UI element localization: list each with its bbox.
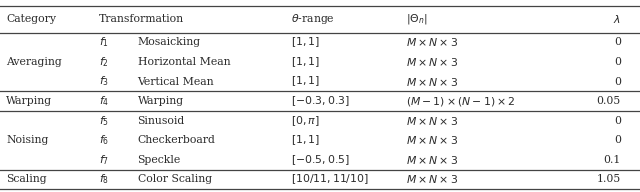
Text: Checkerboard: Checkerboard: [138, 135, 216, 145]
Text: $(M-1) \times (N-1) \times 2$: $(M-1) \times (N-1) \times 2$: [406, 95, 516, 108]
Text: $M \times N \times 3$: $M \times N \times 3$: [406, 173, 459, 185]
Text: 1.05: 1.05: [596, 174, 621, 184]
Text: Warping: Warping: [138, 96, 184, 106]
Text: Noising: Noising: [6, 135, 49, 145]
Text: $M \times N \times 3$: $M \times N \times 3$: [406, 154, 459, 166]
Text: 0: 0: [614, 135, 621, 145]
Text: $M \times N \times 3$: $M \times N \times 3$: [406, 115, 459, 127]
Text: $|\Theta_n|$: $|\Theta_n|$: [406, 12, 428, 26]
Text: $M \times N \times 3$: $M \times N \times 3$: [406, 75, 459, 88]
Text: 0.1: 0.1: [604, 155, 621, 165]
Text: Scaling: Scaling: [6, 174, 47, 184]
Text: $\lambda$: $\lambda$: [613, 13, 621, 25]
Text: Sinusoid: Sinusoid: [138, 116, 185, 126]
Text: $[-0.3, 0.3]$: $[-0.3, 0.3]$: [291, 94, 350, 108]
Text: $M \times N \times 3$: $M \times N \times 3$: [406, 134, 459, 146]
Text: $\theta$-range: $\theta$-range: [291, 12, 335, 26]
Text: Warping: Warping: [6, 96, 52, 106]
Text: 0: 0: [614, 37, 621, 47]
Text: $f_7$: $f_7$: [99, 153, 109, 167]
Text: 0.05: 0.05: [596, 96, 621, 106]
Text: $[10/11, 11/10]$: $[10/11, 11/10]$: [291, 172, 369, 186]
Text: $[1, 1]$: $[1, 1]$: [291, 133, 320, 147]
Text: $[1, 1]$: $[1, 1]$: [291, 75, 320, 89]
Text: $[0, \pi]$: $[0, \pi]$: [291, 114, 320, 127]
Text: $[1, 1]$: $[1, 1]$: [291, 55, 320, 69]
Text: Mosaicking: Mosaicking: [138, 37, 201, 47]
Text: 0: 0: [614, 77, 621, 87]
Text: $f_1$: $f_1$: [99, 36, 109, 49]
Text: Color Scaling: Color Scaling: [138, 174, 212, 184]
Text: $f_2$: $f_2$: [99, 55, 109, 69]
Text: $M \times N \times 3$: $M \times N \times 3$: [406, 56, 459, 68]
Text: Vertical Mean: Vertical Mean: [138, 77, 214, 87]
Text: $[-0.5, 0.5]$: $[-0.5, 0.5]$: [291, 153, 350, 167]
Text: 0: 0: [614, 116, 621, 126]
Text: $[1, 1]$: $[1, 1]$: [291, 36, 320, 49]
Text: $f_3$: $f_3$: [99, 75, 109, 89]
Text: Horizontal Mean: Horizontal Mean: [138, 57, 230, 67]
Text: Category: Category: [6, 14, 56, 24]
Text: 0: 0: [614, 57, 621, 67]
Text: $M \times N \times 3$: $M \times N \times 3$: [406, 36, 459, 48]
Text: $f_6$: $f_6$: [99, 133, 109, 147]
Text: $f_5$: $f_5$: [99, 114, 109, 127]
Text: Transformation: Transformation: [99, 14, 184, 24]
Text: Speckle: Speckle: [138, 155, 181, 165]
Text: Averaging: Averaging: [6, 57, 62, 67]
Text: $f_8$: $f_8$: [99, 172, 109, 186]
Text: $f_4$: $f_4$: [99, 94, 109, 108]
